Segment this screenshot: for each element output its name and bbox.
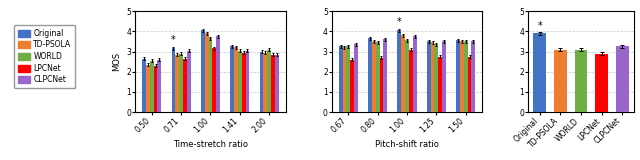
Y-axis label: MOS: MOS: [112, 52, 121, 71]
Bar: [533, 33, 546, 112]
Bar: [230, 46, 234, 112]
Bar: [154, 66, 157, 112]
Bar: [442, 41, 446, 112]
Bar: [376, 42, 380, 112]
Bar: [268, 49, 271, 112]
Bar: [271, 55, 275, 112]
Bar: [354, 44, 358, 112]
Bar: [427, 41, 431, 112]
Bar: [246, 51, 250, 112]
Bar: [435, 44, 438, 112]
Bar: [238, 51, 242, 112]
Bar: [554, 49, 567, 112]
Text: *: *: [171, 35, 176, 45]
Bar: [405, 40, 409, 112]
Bar: [413, 36, 417, 112]
Bar: [242, 52, 246, 112]
Bar: [264, 52, 268, 112]
Bar: [209, 38, 212, 112]
Bar: [438, 56, 442, 112]
Bar: [372, 41, 376, 112]
Legend: Original, TD-PSOLA, WORLD, LPCNet, CLPCNet: Original, TD-PSOLA, WORLD, LPCNet, CLPCN…: [14, 25, 76, 88]
Bar: [201, 30, 205, 112]
Bar: [212, 48, 216, 112]
Bar: [595, 54, 608, 112]
Bar: [179, 54, 183, 112]
X-axis label: Pitch-shift ratio: Pitch-shift ratio: [375, 140, 439, 149]
Bar: [350, 60, 354, 112]
Bar: [142, 59, 146, 112]
Bar: [401, 35, 405, 112]
Bar: [183, 59, 187, 112]
Bar: [172, 48, 175, 112]
Bar: [431, 42, 435, 112]
Bar: [346, 46, 350, 112]
Text: *: *: [538, 21, 542, 31]
Bar: [175, 55, 179, 112]
Bar: [575, 49, 588, 112]
Bar: [397, 30, 401, 112]
Bar: [409, 49, 413, 112]
Bar: [260, 52, 264, 112]
Bar: [460, 41, 464, 112]
Bar: [339, 46, 342, 112]
Bar: [464, 41, 468, 112]
Bar: [380, 58, 383, 112]
Bar: [456, 40, 460, 112]
Bar: [150, 61, 154, 112]
Bar: [205, 33, 209, 112]
Bar: [342, 48, 346, 112]
Bar: [368, 38, 372, 112]
Bar: [616, 46, 629, 112]
Bar: [234, 48, 238, 112]
Bar: [468, 56, 472, 112]
Bar: [472, 41, 476, 112]
Bar: [146, 65, 150, 112]
Bar: [216, 36, 220, 112]
Bar: [157, 60, 161, 112]
Bar: [383, 39, 387, 112]
X-axis label: Time-stretch ratio: Time-stretch ratio: [173, 140, 248, 149]
Text: *: *: [397, 17, 402, 27]
Bar: [275, 55, 279, 112]
Bar: [187, 51, 191, 112]
